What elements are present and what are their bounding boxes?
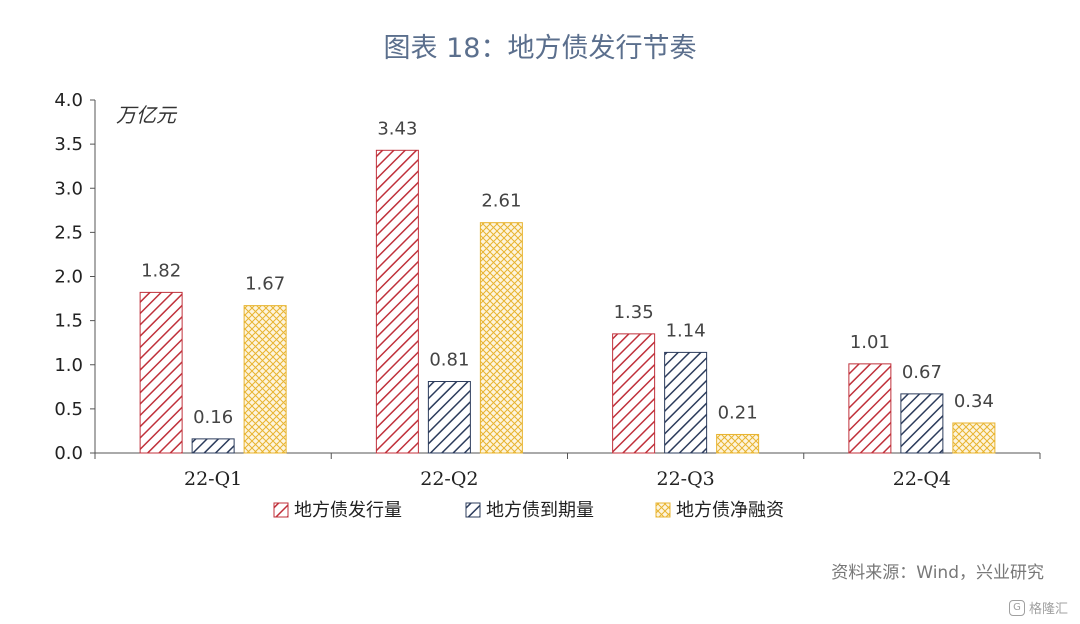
chart-title: 图表 18：地方债发行节奏	[383, 33, 697, 64]
bar-22-Q4-series-2	[900, 393, 944, 454]
legend-label-2: 地方债到期量	[486, 500, 594, 521]
data-label: 3.43	[377, 118, 417, 139]
y-tick-label: 4.0	[54, 90, 83, 111]
data-label: 0.67	[902, 362, 942, 383]
bar-22-Q2-series-1	[375, 149, 419, 454]
y-axis: 0.0 0.5 1.0 1.5 2.0 2.5 3.0 3.5 4.0	[54, 90, 96, 464]
y-tick-label: 0.0	[54, 443, 83, 464]
watermark: G 格隆汇	[1008, 598, 1068, 617]
legend-swatch-1	[273, 502, 289, 518]
bar-22-Q4-series-1	[848, 363, 892, 454]
source-note: 资料来源：Wind，兴业研究	[831, 563, 1044, 583]
data-label: 1.01	[850, 332, 890, 353]
legend-label-3: 地方债净融资	[676, 500, 784, 521]
data-label: 1.67	[245, 274, 285, 295]
bar-22-Q4-series-3	[952, 422, 996, 454]
watermark-text: 格隆汇	[1028, 602, 1068, 617]
bar-22-Q3-series-1	[612, 333, 656, 454]
y-tick-label: 1.0	[54, 355, 83, 376]
data-label: 0.34	[954, 391, 994, 412]
y-tick-label: 2.0	[54, 267, 83, 288]
y-tick-label: 3.0	[54, 178, 83, 199]
y-tick-label: 0.5	[54, 399, 83, 420]
x-axis: 22-Q1 22-Q2 22-Q3 22-Q4	[94, 452, 1041, 490]
legend-label-1: 地方债发行量	[294, 500, 402, 521]
bar-22-Q1-series-1	[139, 291, 183, 454]
x-tick-label: 22-Q2	[420, 468, 478, 490]
data-label: 0.16	[193, 407, 233, 428]
data-label: 1.14	[666, 320, 706, 341]
x-tick-label: 22-Q1	[184, 468, 242, 490]
y-tick-label: 2.5	[54, 222, 83, 243]
bar-22-Q1-series-3	[243, 305, 287, 454]
bar-22-Q2-series-2	[427, 381, 471, 454]
data-label: 0.81	[429, 350, 469, 371]
bar-22-Q3-series-3	[716, 433, 760, 454]
bar-22-Q2-series-3	[479, 222, 523, 454]
data-label: 1.35	[614, 302, 654, 323]
data-labels: 1.82 0.16 1.67 3.43 0.81 2.61 1.35 1.14 0.21 1.01…	[141, 118, 994, 428]
legend-swatch-3	[655, 502, 671, 518]
data-label: 1.82	[141, 260, 181, 281]
y-tick-label: 3.5	[54, 134, 83, 155]
unit-label: 万亿元	[116, 103, 178, 127]
watermark-logo-icon: G	[1008, 599, 1025, 616]
legend: 地方债发行量 地方债到期量 地方债净融资	[273, 500, 784, 521]
x-tick-label: 22-Q4	[893, 468, 951, 490]
data-label: 0.21	[718, 402, 758, 423]
data-label: 2.61	[481, 191, 521, 212]
legend-swatch-2	[465, 502, 481, 518]
bar-22-Q1-series-2	[191, 438, 235, 454]
bar-22-Q3-series-2	[664, 351, 708, 454]
y-tick-label: 1.5	[54, 311, 83, 332]
x-tick-label: 22-Q3	[656, 468, 714, 490]
bars	[139, 149, 996, 454]
